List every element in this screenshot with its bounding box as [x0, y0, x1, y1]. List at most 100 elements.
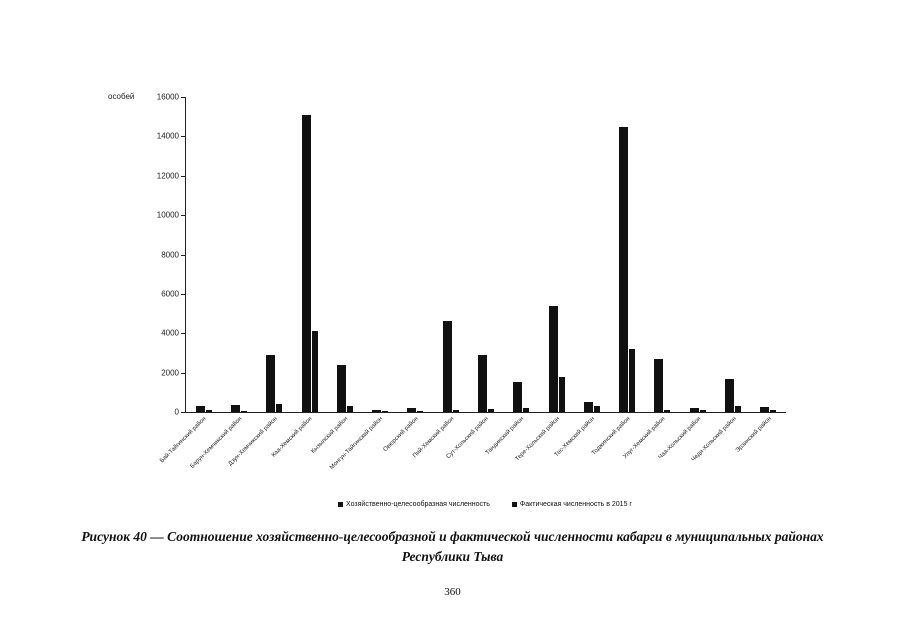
bar-actual [417, 411, 424, 412]
bar-pair [292, 114, 327, 412]
bar-pair [751, 407, 786, 412]
y-tick-mark [181, 215, 186, 217]
x-axis-label: Овюрский район [382, 416, 420, 454]
y-tick-mark [181, 293, 186, 295]
legend-swatch-planned [338, 502, 344, 507]
bar-actual [276, 404, 283, 412]
bar-pair [362, 410, 397, 412]
bar-pair [468, 354, 503, 412]
y-tick-mark [181, 333, 186, 335]
bar-actual [664, 410, 671, 412]
y-tick-mark [181, 372, 186, 374]
bar-planned [407, 408, 417, 412]
bar-group: Монгун-Тайгинский район [329, 97, 397, 471]
bar-pair [398, 408, 433, 412]
bar-group: Тоджинский район [591, 97, 645, 456]
bar-group: Сут-Хольский район [446, 97, 503, 460]
bar-planned [548, 305, 558, 412]
bar-actual [452, 410, 459, 412]
bar-group: Дзун-Хемчикский район [227, 97, 292, 467]
bar-group: Бай-Тайгинский район [160, 97, 221, 464]
x-axis-label: Тандинский район [485, 416, 526, 457]
x-axis-label: Эрзинский район [734, 416, 773, 454]
y-tick-mark [181, 175, 186, 177]
y-tick-label: 0 [174, 407, 179, 417]
y-tick-label: 16000 [156, 92, 179, 102]
bar-pair [645, 358, 680, 412]
bar-group: Чаа-Хольский район [657, 97, 715, 461]
bar-pair [433, 321, 468, 412]
legend-label-actual: Фактическая численность в 2015 г [519, 501, 632, 508]
legend-label-planned: Хозяйственно-целесообразная численность [346, 501, 490, 508]
bar-actual [311, 331, 318, 412]
y-tick-label: 14000 [156, 131, 179, 141]
bar-pair [221, 405, 256, 412]
bar-group: Тес-Хемский район [554, 97, 609, 458]
bar-planned [583, 402, 593, 412]
bar-planned [442, 321, 452, 412]
bar-planned [619, 126, 629, 412]
bar-planned [372, 410, 382, 412]
bar-group: Кызылский район [310, 97, 362, 455]
bar-actual [240, 411, 247, 412]
plot-area: 0 2000 4000 6000 8000 10000 12000 14000 16000 Бай… [157, 93, 786, 471]
bar-group: Эрзинский район [735, 97, 786, 454]
y-tick-mark [181, 136, 186, 138]
bar-pair [504, 382, 539, 412]
y-tick-label: 8000 [161, 250, 179, 259]
bar-actual [205, 410, 212, 412]
bar-planned [725, 378, 735, 412]
bar-pair [186, 406, 221, 412]
bar-pair [574, 402, 609, 412]
y-tick-mark [181, 412, 186, 413]
x-axis-label: Каа-Хемский район [271, 416, 314, 459]
page-number: 360 [444, 586, 461, 598]
bar-group: Овюрский район [383, 97, 433, 453]
bar-pair [539, 305, 574, 412]
bar-actual [382, 411, 389, 412]
bar-pair [327, 364, 362, 412]
bar-actual [699, 410, 706, 412]
x-axis-label: Кызылский район [310, 416, 350, 455]
bar-actual [346, 406, 353, 412]
y-tick-mark [181, 254, 186, 256]
bar-group: Пий-Хемский район [412, 97, 468, 459]
bar-pair [610, 126, 645, 412]
y-tick-label: 10000 [156, 210, 179, 220]
bar-actual [629, 349, 636, 412]
chart-legend: Хозяйственно-целесообразная численность … [338, 501, 632, 508]
legend-item-planned: Хозяйственно-целесообразная численность [338, 501, 490, 508]
x-axis-label: Тоджинский район [590, 416, 632, 457]
bar-planned [760, 407, 770, 412]
bar-planned [230, 405, 240, 412]
bar-group: Улуг-Хемский район [623, 97, 680, 460]
bar-group: Тере-Хольский район [514, 97, 574, 463]
y-axis-unit-label: особей [108, 92, 135, 101]
bar-actual [558, 376, 565, 412]
bar-actual [770, 410, 777, 412]
bar-group: Каа-Хемский район [271, 97, 327, 459]
bar-planned [266, 354, 276, 412]
y-tick-label: 2000 [161, 368, 179, 378]
bar-planned [513, 382, 523, 412]
bar-actual [487, 409, 494, 412]
bar-planned [477, 354, 487, 412]
bar-planned [301, 114, 311, 412]
bar-actual [735, 406, 742, 412]
bar-planned [654, 358, 664, 412]
bar-pair [257, 354, 292, 412]
y-tick-label: 4000 [161, 328, 179, 338]
bar-group: Барун-Хемчикский район [189, 97, 256, 470]
bar-planned [195, 406, 205, 412]
bar-group: Чеди-Хольский район [690, 97, 750, 463]
bar-pair [680, 408, 715, 412]
figure-caption: Рисунок 40 — Соотношение хозяйственно-це… [81, 529, 824, 564]
bar-planned [336, 364, 346, 412]
bar-pair [715, 378, 750, 412]
legend-item-actual: Фактическая численность в 2015 г [511, 501, 632, 508]
bar-actual [593, 406, 600, 412]
legend-swatch-actual [511, 502, 517, 507]
y-tick-label: 6000 [161, 289, 179, 299]
